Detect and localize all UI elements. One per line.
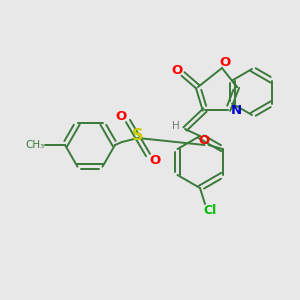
Text: O: O	[149, 154, 161, 166]
Text: N: N	[230, 103, 242, 116]
Text: Cl: Cl	[203, 203, 217, 217]
Text: O: O	[219, 56, 231, 68]
Text: O: O	[116, 110, 127, 122]
Text: S: S	[132, 128, 144, 143]
Text: O: O	[198, 134, 209, 148]
Text: O: O	[171, 64, 183, 76]
Text: H: H	[172, 121, 180, 131]
Text: CH₃: CH₃	[26, 140, 45, 150]
